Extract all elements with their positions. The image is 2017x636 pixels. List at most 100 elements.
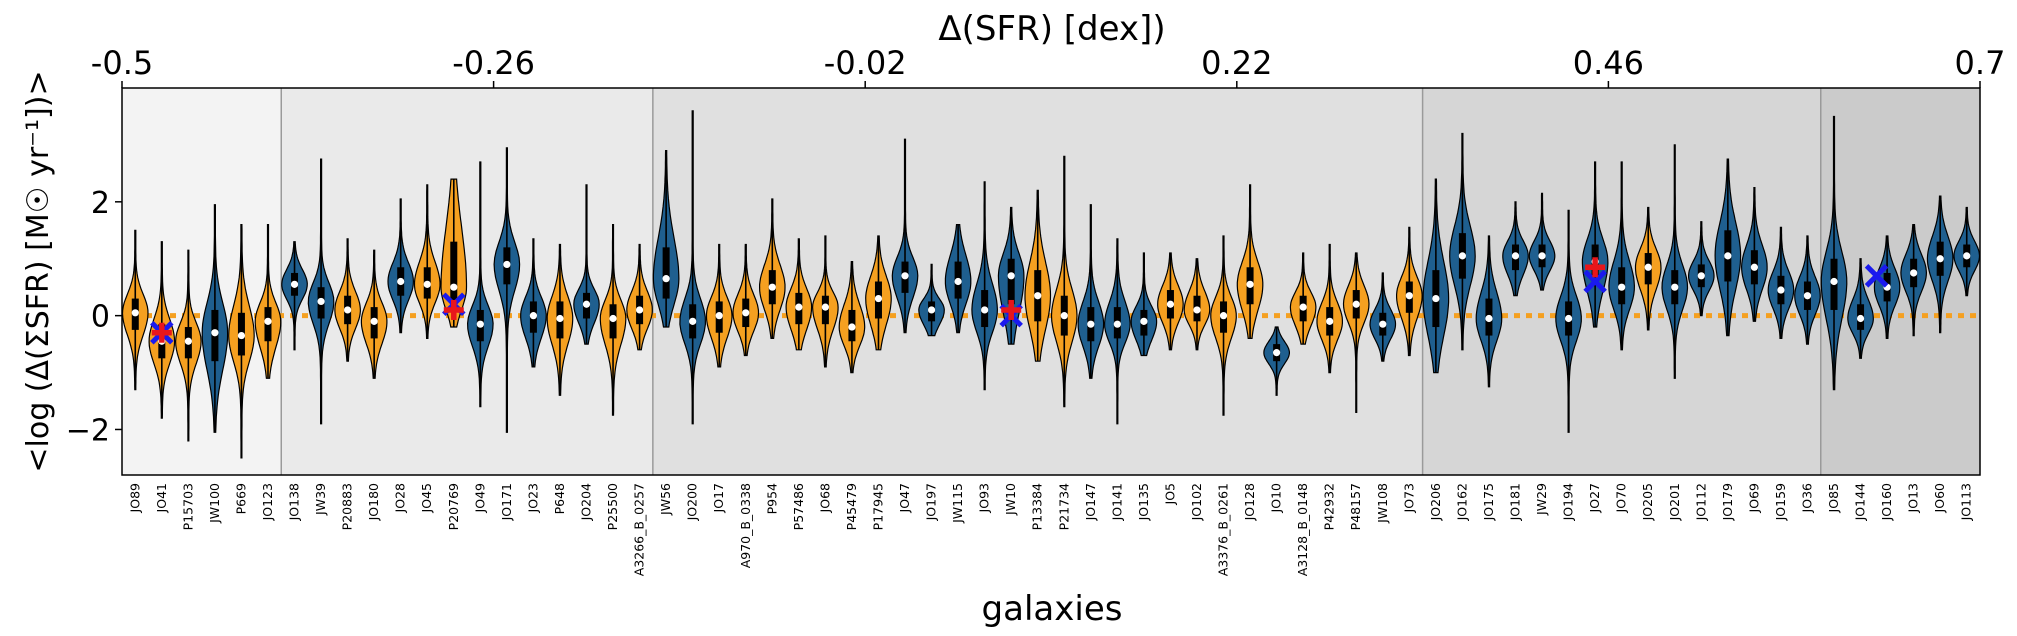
galaxy-label: JO201: [1667, 483, 1682, 521]
violin-median-dot: [503, 260, 511, 269]
violin-median-dot: [1140, 317, 1148, 325]
galaxy-labels: JO89 JO41 P15703 JW100 P669 JO123 JO138 JW39 P20…: [127, 483, 1973, 576]
violin-median-dot: [1511, 252, 1520, 260]
violin-median-dot: [795, 303, 803, 311]
violin-median-dot: [476, 320, 484, 328]
violin-JW39: [307, 158, 335, 425]
galaxy-label: JW10: [1003, 483, 1018, 516]
galaxy-label: JO180: [366, 483, 381, 521]
violin-JO93: [971, 181, 999, 391]
violin-A970_B_0338: [732, 243, 760, 357]
y-tick-label: 2: [91, 186, 110, 221]
galaxy-label: JO135: [1136, 483, 1151, 521]
violin-JO205: [1634, 206, 1662, 331]
galaxy-label: JO147: [1083, 483, 1098, 521]
violin-JO128: [1236, 184, 1264, 339]
galaxy-label: JO160: [1879, 483, 1894, 521]
violin-median-dot: [635, 306, 644, 314]
violin-median-dot: [768, 283, 776, 291]
violin-median-dot: [131, 309, 139, 317]
galaxy-label: JO73: [1401, 483, 1416, 513]
violin-P669: [228, 224, 255, 459]
violin-JO113: [1953, 206, 1981, 297]
violin-JO200: [679, 110, 707, 425]
violin-median-dot: [211, 329, 219, 337]
galaxy-label: JO13: [1906, 483, 1921, 513]
violin-median-dot: [1644, 263, 1652, 271]
galaxy-label: A970_B_0338: [738, 483, 753, 568]
violin-median-dot: [529, 312, 538, 320]
galaxy-label: JO41: [154, 483, 169, 513]
violin-JO159: [1767, 226, 1795, 339]
galaxy-label: P21734: [1056, 483, 1071, 530]
violin-JW56: [652, 150, 680, 328]
violins: [121, 110, 1981, 459]
violin-JW100: [201, 204, 229, 433]
galaxy-label: P57486: [791, 483, 806, 530]
violin-median-dot: [290, 280, 299, 288]
violin-JO138: [281, 241, 308, 351]
galaxy-label: JO45: [419, 483, 434, 513]
blue-x-stroke: [1864, 264, 1889, 288]
violin-median-dot: [1113, 320, 1121, 328]
violin-JO112: [1688, 221, 1715, 317]
violin-median-dot: [1166, 300, 1175, 308]
galaxy-label: JO69: [1746, 483, 1761, 513]
violin-A3376_B_0261: [1210, 235, 1237, 416]
galaxy-label: JO138: [287, 483, 302, 521]
violin-median-dot: [1803, 292, 1812, 300]
violin-JO160: [1873, 235, 1901, 339]
galaxy-label: JO113: [1959, 483, 1974, 521]
galaxy-label: JO47: [897, 483, 912, 513]
violin-JO180: [360, 249, 388, 379]
violin-median-dot: [1564, 314, 1573, 323]
galaxy-label: JO23: [525, 483, 540, 513]
violin-JO179: [1714, 158, 1742, 337]
blue-x-marker: [1864, 264, 1889, 288]
violin-JO147: [1077, 204, 1105, 379]
galaxy-label: P25500: [605, 483, 620, 530]
violin-median-dot: [1750, 263, 1758, 271]
violin-P648: [546, 243, 574, 396]
violin-median-dot: [1910, 269, 1918, 277]
galaxy-label: JO179: [1720, 483, 1735, 521]
violin-A3266_B_0257: [626, 243, 653, 351]
violin-P25500: [599, 224, 627, 416]
violin-JO68: [811, 235, 839, 368]
violin-median-dot: [1856, 314, 1865, 323]
galaxy-label: JO70: [1614, 483, 1629, 513]
violin-JO89: [121, 229, 149, 391]
violin-median-dot: [370, 317, 378, 325]
violin-median-dot: [715, 312, 723, 320]
violin-median-dot: [1219, 312, 1228, 320]
galaxy-label: P669: [233, 483, 248, 514]
red-plus-marker: [1585, 257, 1606, 278]
violin-JO60: [1926, 195, 1954, 334]
violin-JO206: [1422, 178, 1450, 374]
violin-JO36: [1794, 235, 1821, 345]
violin-JO102: [1183, 258, 1211, 351]
violin-JO85: [1820, 115, 1848, 391]
violin-median-dot: [1405, 292, 1413, 300]
violin-median-dot: [1485, 314, 1493, 323]
violin-P42932: [1316, 243, 1343, 374]
galaxy-label: JO144: [1853, 483, 1868, 521]
galaxy-label: P20769: [446, 483, 461, 530]
galaxy-label: JO27: [1587, 483, 1602, 513]
galaxy-label: JO89: [127, 483, 142, 513]
violin-median-dot: [1618, 283, 1626, 291]
violin-P17945: [865, 235, 892, 351]
violin-iqr-box: [1007, 258, 1015, 305]
violin-median-dot: [1352, 300, 1360, 308]
galaxy-label: A3376_B_0261: [1216, 483, 1231, 576]
galaxy-label: JO60: [1932, 483, 1947, 513]
violin-median-dot: [423, 280, 431, 288]
galaxy-label: JO102: [1189, 483, 1204, 521]
galaxy-label: JO85: [1826, 483, 1841, 513]
violin-JO5: [1157, 252, 1184, 351]
violin-median-dot: [1538, 252, 1546, 260]
violin-P20883: [334, 238, 362, 362]
bin-band: [281, 88, 653, 475]
top-tick-label: 0.22: [1201, 44, 1272, 82]
galaxy-label: JW100: [207, 483, 222, 524]
